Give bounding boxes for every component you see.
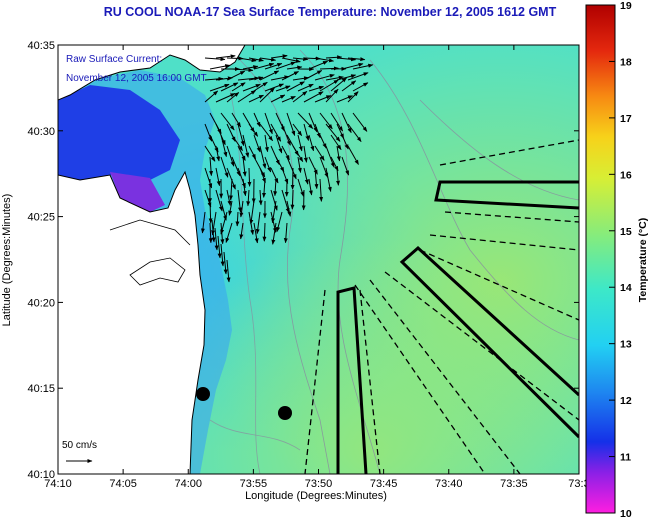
- station-marker: [278, 406, 292, 420]
- scale-label: 50 cm/s: [62, 440, 97, 451]
- colorbar-tick-label: 11: [620, 452, 631, 464]
- colorbar-tick-label: 15: [620, 226, 632, 238]
- x-tick-label: 74:05: [109, 478, 137, 490]
- overlay-line1: Raw Surface Current:: [66, 54, 162, 65]
- station-marker: [196, 387, 210, 401]
- colorbar-tick-label: 16: [620, 169, 632, 181]
- sst-field: [58, 45, 579, 474]
- colorbar-tick-label: 17: [620, 113, 632, 125]
- x-tick-label: 73:55: [240, 478, 268, 490]
- current-vector: [210, 201, 211, 223]
- x-axis-label: Longitude (Degrees:Minutes): [245, 490, 387, 502]
- current-vector: [264, 223, 265, 241]
- overlay-line2: November 12, 2005 16:00 GMT: [66, 73, 207, 84]
- colorbar-tick-label: 10: [620, 508, 632, 519]
- chart-title: RU COOL NOAA-17 Sea Surface Temperature:…: [104, 5, 557, 19]
- current-vector: [293, 168, 294, 189]
- x-tick-label: 73:40: [435, 478, 463, 490]
- current-vector: [292, 190, 293, 209]
- y-tick-label: 40:35: [27, 40, 55, 52]
- colorbar-tick-label: 12: [620, 395, 632, 407]
- current-vector: [249, 168, 250, 186]
- x-tick-label: 73:45: [370, 478, 398, 490]
- y-tick-label: 40:20: [27, 297, 55, 309]
- x-tick-label: 74:00: [174, 478, 202, 490]
- colorbar-tick-label: 19: [620, 0, 632, 12]
- colorbar-tick-label: 18: [620, 56, 632, 68]
- colorbar-tick-label: 13: [620, 339, 632, 351]
- y-tick-label: 40:10: [27, 469, 55, 481]
- colorbar-label: Temperature (°C): [637, 218, 649, 303]
- y-tick-label: 40:25: [27, 212, 55, 224]
- colorbar-tick-label: 14: [620, 282, 632, 294]
- colorbar: [586, 5, 615, 513]
- x-tick-label: 73:35: [500, 478, 528, 490]
- x-tick-label: 73:50: [305, 478, 333, 490]
- y-tick-label: 40:30: [27, 126, 55, 138]
- y-tick-label: 40:15: [27, 383, 55, 395]
- y-axis-label: Latitude (Degrees:Minutes): [1, 194, 13, 327]
